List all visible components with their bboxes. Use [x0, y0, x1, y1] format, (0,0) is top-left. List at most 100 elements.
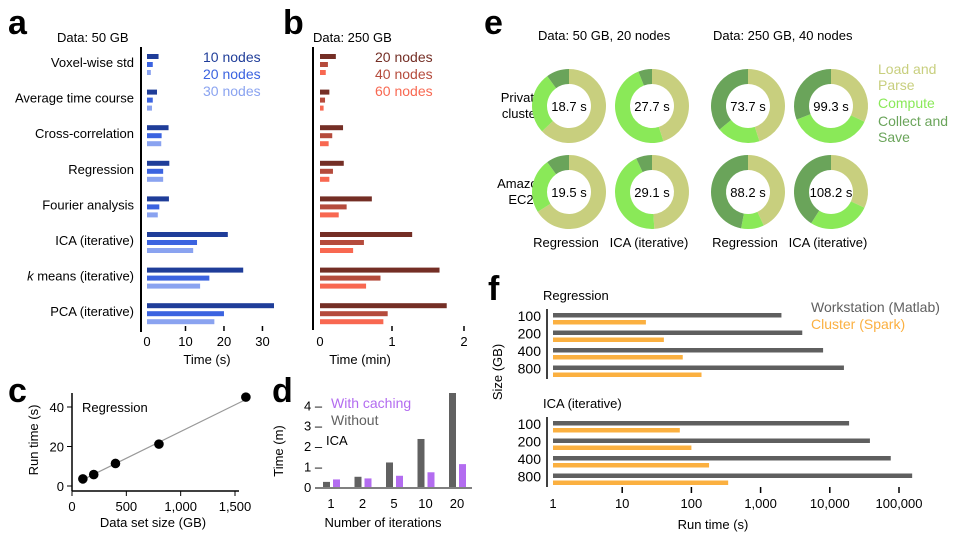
panel-c-data-point: [78, 474, 88, 484]
panel-a-bar-1-1: [147, 54, 159, 59]
panel-c-chart: Regression Run time (s) Data set size (G…: [26, 392, 251, 530]
panel-e-donut-total-label: 88.2 s: [730, 185, 766, 200]
panel-a-bar-3-3: [147, 141, 162, 147]
panel-b-bar-2-2: [320, 97, 326, 103]
panel-d-x-tick-label: 10: [418, 496, 432, 511]
panel-e-row-label: EC2: [508, 192, 533, 207]
panel-d-bar-1-3: [386, 462, 393, 487]
panel-b-bar-3-4: [320, 176, 330, 182]
panel-e-donut-segment-7-1: [748, 154, 786, 226]
panel-d-bar-2-2: [364, 478, 372, 487]
panel-a-category-label: Fourier analysis: [42, 197, 134, 212]
panel-a-bar-2-3: [147, 133, 162, 139]
panel-a-category-label: ICA (iterative): [55, 233, 134, 248]
panel-a-bar-2-1: [147, 62, 153, 67]
panel-a-bar-1-6: [147, 232, 228, 237]
panel-e-legend-item: Collect and: [878, 113, 948, 129]
panel-f-bar-workstation: [553, 421, 850, 426]
panel-f-category-label: 100: [518, 416, 542, 432]
panel-f-x-tick-label: 10,000: [810, 496, 850, 511]
panel-d-bar-2-1: [333, 479, 340, 487]
panel-b-x-tick-label: 1: [388, 334, 395, 349]
panel-d-annotation: ICA: [326, 433, 348, 448]
panel-e-donut-segment-1-1: [542, 69, 607, 143]
panel-e-column-label: Regression: [533, 235, 599, 250]
panel-f-category-label: 200: [518, 326, 542, 342]
panel-f-bar-cluster: [553, 372, 702, 377]
panel-e-donut-segment-4-2: [796, 114, 865, 143]
panel-d-x-tick-label: 20: [450, 496, 464, 511]
panel-d-bar-1-1: [323, 481, 330, 487]
panel-e-donut-total-label: 19.5 s: [551, 185, 587, 200]
panel-a-bar-2-2: [147, 97, 153, 103]
panel-b-legend-item: 20 nodes: [375, 49, 433, 65]
panel-b-legend-item: 40 nodes: [375, 66, 433, 82]
panel-b-bar-3-5: [320, 212, 339, 218]
panel-a-category-label: Cross-correlation: [35, 126, 134, 141]
panel-f-x-tick-label: 1,000: [744, 496, 777, 511]
panel-e-donut-total-label: 108.2 s: [810, 185, 853, 200]
panel-a-bar-1-2: [147, 89, 158, 95]
panel-a-legend-item: 20 nodes: [203, 66, 261, 82]
panel-e-column-label: Regression: [712, 235, 778, 250]
panel-a-bar-2-7: [147, 275, 210, 281]
panel-f-bar-workstation: [553, 438, 870, 443]
panel-a-bar-3-2: [147, 105, 153, 111]
panel-a-bar-1-8: [147, 303, 274, 309]
panel-e-donut-total-label: 18.7 s: [551, 99, 587, 114]
panel-e-donut-segment-4-3: [794, 69, 831, 120]
panel-e-donut-segment-2-2: [615, 71, 664, 143]
panel-f-bar-workstation: [553, 313, 782, 318]
panel-a-x-label: Time (s): [183, 352, 230, 367]
panel-b-bar-3-2: [320, 105, 324, 111]
panel-d-bar-1-2: [354, 476, 362, 487]
panel-e-donut-segment-2-1: [652, 69, 690, 142]
panel-a-bar-2-5: [147, 204, 160, 210]
panel-e-donut-segment-2-3: [638, 69, 652, 86]
panel-e-legend-item: Load and: [878, 61, 936, 77]
panel-e-chart: Data: 50 GB, 20 nodes Data: 250 GB, 40 n…: [497, 28, 948, 250]
panel-d-x-tick-label: 5: [390, 496, 397, 511]
panel-e-donut-total-label: 29.1 s: [634, 185, 670, 200]
panel-f-category-label: 100: [518, 308, 542, 324]
panel-e-legend-item: Parse: [878, 77, 915, 93]
panel-e-donut-segment-5-1: [537, 155, 606, 229]
panel-b-bar-3-1: [320, 70, 326, 75]
panel-b-bar-1-3: [320, 125, 344, 131]
panel-f-bar-workstation: [553, 365, 844, 370]
panel-f-bar-cluster: [553, 463, 710, 468]
panel-f-bar-cluster: [553, 445, 692, 450]
panel-c-x-tick-label: 1,000: [164, 499, 197, 514]
panel-e-donut-total-label: 27.7 s: [634, 99, 670, 114]
panel-e-legend-item: Compute: [878, 95, 935, 111]
panel-f-bar-cluster: [553, 480, 729, 485]
panel-a-category-label: PCA (iterative): [50, 304, 134, 319]
panel-f-category-label: 800: [518, 361, 542, 377]
panel-b-bar-3-7: [320, 283, 367, 289]
panel-label-b: b: [283, 4, 304, 42]
panel-a-bar-3-8: [147, 319, 215, 325]
panel-d-x-tick-label: 2: [359, 496, 366, 511]
panel-d-y-tick-label: 4 –: [304, 398, 323, 413]
panel-b-bar-3-8: [320, 319, 384, 325]
panel-f-x-label: Run time (s): [678, 517, 749, 532]
panel-d-y-tick-label: 1 –: [304, 460, 323, 475]
panel-e-donut-segment-3-1: [748, 69, 785, 142]
panel-e-donut-segment-8-2: [811, 201, 865, 229]
panel-b-bar-2-6: [320, 240, 364, 245]
panel-d-bar-1-5: [449, 393, 456, 487]
panel-b-bar-2-8: [320, 311, 388, 317]
panel-f-chart: Size (GB) Run time (s) Regression1002004…: [490, 288, 940, 532]
panel-e-donut-segment-8-3: [794, 155, 831, 224]
panel-f-bar-cluster: [553, 428, 680, 433]
panel-a-title: Data: 50 GB: [57, 30, 129, 45]
panel-f-bar-cluster: [553, 320, 646, 325]
panel-e-donut-segment-5-2: [532, 162, 557, 212]
panel-d-bar-2-4: [427, 472, 435, 487]
panel-f-category-label: 400: [518, 343, 542, 359]
panel-f-bar-workstation: [553, 473, 913, 478]
panel-f-bar-workstation: [553, 456, 891, 461]
panel-label-c: c: [8, 372, 27, 410]
panel-f-legend-item: Workstation (Matlab): [811, 299, 940, 315]
panel-e-donut-segment-4-1: [831, 69, 868, 122]
